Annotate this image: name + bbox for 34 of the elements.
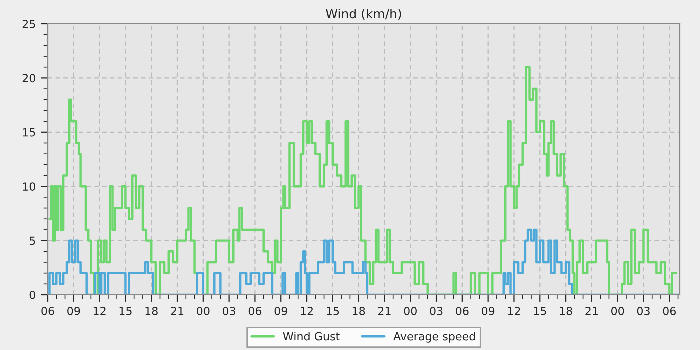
y-tick-label: 15 [23, 128, 36, 137]
x-tick-label: 09 [482, 307, 495, 316]
x-tick-label: 15 [327, 307, 340, 316]
x-tick-label: 06 [456, 307, 469, 316]
y-tick-label: 0 [30, 290, 36, 300]
y-tick-label: 5 [30, 236, 36, 246]
x-tick-label: 18 [146, 307, 158, 316]
chart-title: Wind (km/h) [326, 8, 402, 20]
x-tick-label: 03 [430, 307, 443, 316]
x-tick-label: 03 [222, 307, 236, 316]
x-tick-label: 00 [197, 307, 210, 316]
x-tick-label: 12 [508, 307, 520, 316]
x-tick-label: 15 [534, 307, 546, 316]
x-tick-label: 12 [94, 307, 106, 316]
x-tick-label: 00 [404, 307, 417, 316]
x-tick-label: 09 [274, 307, 288, 316]
x-tick-label: 06 [663, 307, 676, 316]
legend-label: Average speed [394, 332, 476, 343]
x-tick-label: 21 [586, 307, 598, 316]
x-tick-label: 06 [248, 307, 262, 316]
x-tick-label: 09 [68, 307, 80, 316]
x-tick-label: 12 [301, 307, 313, 316]
x-tick-label: 18 [560, 307, 572, 316]
y-tick-label: 10 [23, 182, 36, 191]
x-tick-label: 03 [637, 307, 650, 316]
y-tick-label: 20 [22, 74, 36, 83]
x-tick-label: 15 [120, 307, 132, 316]
y-tick-label: 25 [22, 20, 36, 28]
x-tick-label: 00 [612, 307, 624, 316]
x-tick-label: 21 [378, 307, 391, 316]
legend-label: Wind Gust [283, 332, 340, 341]
x-tick-label: 18 [352, 307, 366, 316]
x-tick-label: 21 [171, 307, 184, 316]
x-tick-label: 06 [42, 307, 54, 316]
